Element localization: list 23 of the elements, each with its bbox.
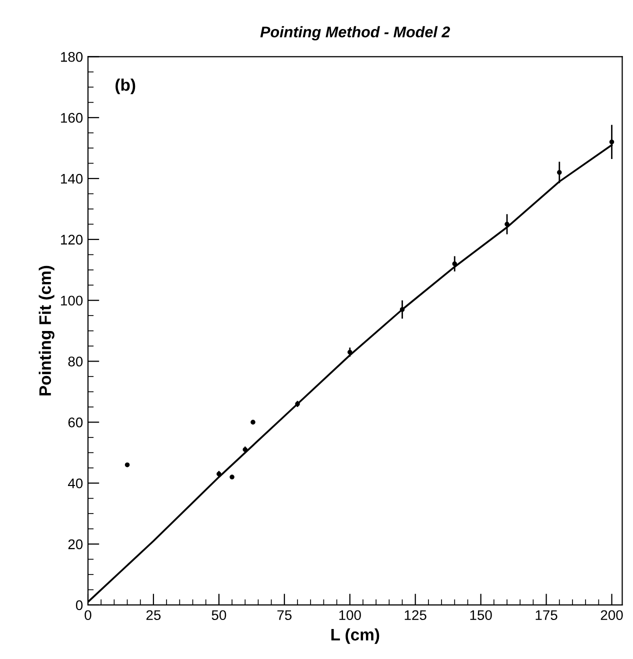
- y-tick-label: 0: [76, 600, 83, 610]
- y-tick-label: 60: [68, 418, 83, 428]
- x-tick-label: 150: [470, 610, 492, 620]
- y-tick-label: 120: [61, 234, 83, 245]
- x-tick-label: 200: [600, 610, 623, 620]
- x-tick-label: 175: [536, 610, 558, 620]
- x-tick-label: 25: [146, 610, 161, 620]
- y-tick-label: 180: [61, 52, 83, 62]
- x-tick-label: 75: [277, 610, 292, 620]
- y-axis-title: Pointing Fit (cm): [38, 266, 54, 396]
- x-axis-title: L (cm): [331, 628, 380, 644]
- y-tick-label: 140: [61, 174, 83, 184]
- y-tick-label: 40: [68, 478, 83, 488]
- chart-title: Pointing Method - Model 2: [260, 26, 450, 40]
- y-tick-label: 160: [61, 112, 83, 123]
- annotation: (b): [116, 78, 136, 94]
- x-tick-label: 100: [339, 610, 361, 620]
- y-tick-label: 20: [68, 539, 83, 550]
- y-tick-label: 80: [68, 356, 83, 366]
- x-tick-label: 50: [212, 610, 226, 620]
- y-tick-label: 100: [61, 296, 83, 306]
- x-tick-label: 0: [84, 610, 92, 620]
- x-tick-label: 125: [404, 610, 426, 620]
